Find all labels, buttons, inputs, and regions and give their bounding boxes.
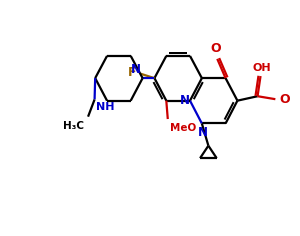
Text: OH: OH bbox=[253, 63, 271, 73]
Text: F: F bbox=[128, 66, 136, 79]
Text: N: N bbox=[179, 93, 189, 107]
Text: MeO: MeO bbox=[170, 122, 197, 133]
Text: O: O bbox=[211, 42, 221, 55]
Text: O: O bbox=[279, 93, 290, 106]
Text: N: N bbox=[131, 63, 141, 76]
Text: H₃C: H₃C bbox=[63, 121, 84, 131]
Text: N: N bbox=[197, 126, 208, 139]
Text: NH: NH bbox=[96, 102, 115, 112]
